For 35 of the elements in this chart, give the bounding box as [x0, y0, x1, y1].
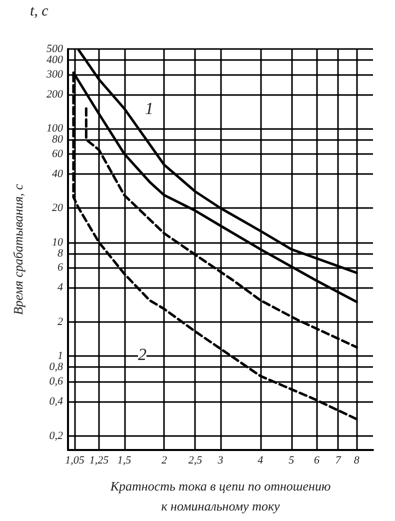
y-tick-label: 200 [46, 88, 64, 100]
y-tick-label: 0,8 [49, 361, 64, 374]
y-tick-label: 4 [58, 282, 64, 294]
y-tick-label: 20 [52, 202, 64, 214]
x-tick-label: 3 [216, 454, 224, 466]
text: t, c [30, 4, 49, 20]
y-tick-label: 8 [58, 247, 64, 260]
x-tick-label: 5 [288, 454, 295, 466]
y-tick-label: 80 [52, 134, 64, 146]
x-tick-label: 7 [335, 454, 342, 466]
annotation: 1 [145, 99, 154, 118]
y-tick-label: 300 [46, 68, 64, 80]
x-tick-label: 4 [258, 454, 264, 466]
y-tick-label: 40 [52, 168, 64, 180]
y-tick-label: 10 [52, 236, 64, 248]
x-axis-title: Кратность тока в цепи по отношению к номинальному току [109, 478, 331, 514]
y-tick-label: 500 [46, 43, 64, 55]
y-tick-label: 0,4 [49, 396, 64, 408]
x-tick-label: 1,05 [65, 454, 85, 466]
x-tick-label: 1,25 [89, 454, 110, 466]
y-tick-label: 60 [52, 148, 64, 160]
y-tick-label: 0,6 [49, 375, 64, 388]
x-tick-label: 8 [354, 454, 360, 466]
y-tick-label: 100 [46, 122, 64, 135]
x-tick-label: 2 [161, 454, 168, 466]
y-tick-label: 0,2 [49, 430, 64, 442]
x-tick-label: 1,5 [117, 454, 132, 466]
y-tick-label: 2 [58, 316, 64, 328]
y-tick-label: 400 [46, 54, 64, 66]
y-tick-label: 1 [58, 350, 63, 362]
y-tick-label: 6 [58, 262, 64, 274]
annotation: 2 [138, 345, 147, 364]
x-tick-label: 2,5 [188, 454, 203, 466]
x-tick-label: 6 [314, 454, 320, 466]
y-axis-title: Время срабатывания, с [10, 184, 26, 315]
